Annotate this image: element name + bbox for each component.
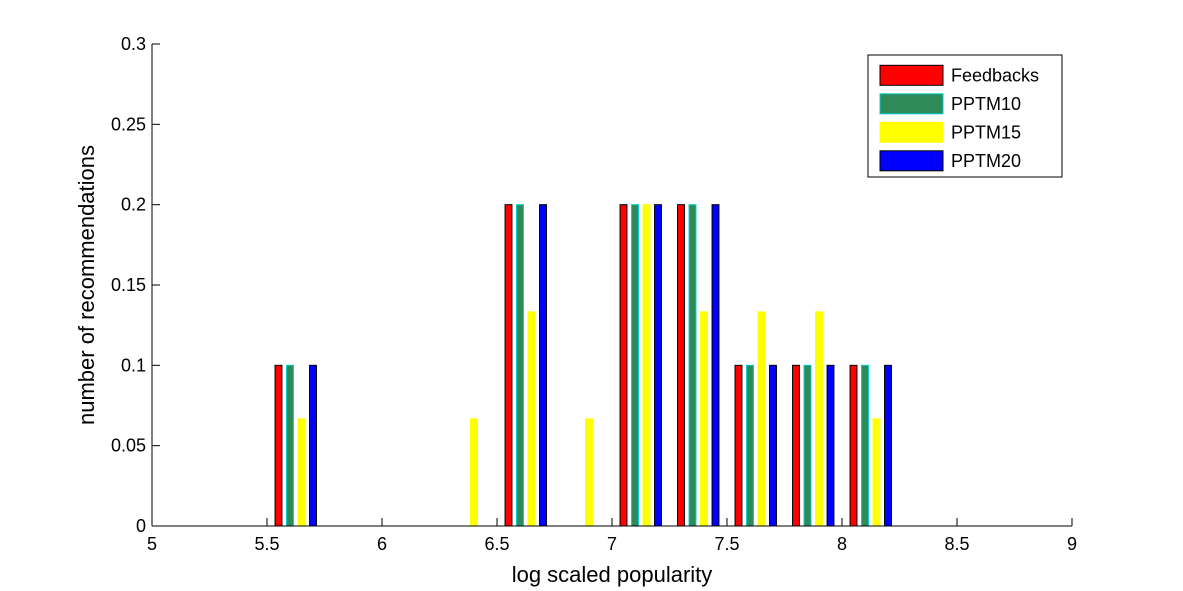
bar-pptm20-bin-9 xyxy=(711,204,720,527)
bar-pptm20-bin-11 xyxy=(826,364,835,527)
bar-pptm10-bin-2 xyxy=(286,364,294,527)
bar-pptm10-bin-12 xyxy=(861,364,869,527)
x-tick-label: 6.5 xyxy=(484,534,509,554)
bar-pptm10-bin-8 xyxy=(631,204,639,527)
bar-pptm10-bin-10 xyxy=(746,364,754,527)
bar-pptm15-bin-8 xyxy=(642,204,651,527)
bar-feedbacks-bin-10 xyxy=(734,364,743,527)
legend-label-pptm20: PPTM20 xyxy=(951,151,1021,171)
bar-pptm15-bin-10 xyxy=(757,311,766,527)
y-axis-label: number of recommendations xyxy=(74,145,99,425)
bar-feedbacks-bin-11 xyxy=(792,364,800,527)
y-tick-label: 0.15 xyxy=(111,275,146,295)
legend: Feedbacks PPTM10 PPTM15 PPTM20 xyxy=(867,54,1063,178)
y-tick-label: 0 xyxy=(136,516,146,536)
legend-label-feedbacks: Feedbacks xyxy=(951,65,1039,85)
legend-swatch-feedbacks xyxy=(879,64,944,86)
x-tick-label: 8 xyxy=(837,534,847,554)
bar-pptm20-bin-6 xyxy=(539,204,547,527)
bar-pptm10-bin-9 xyxy=(688,204,697,527)
bar-pptm15-bin-6 xyxy=(527,311,536,527)
x-axis-label: log scaled popularity xyxy=(512,562,713,587)
bar-pptm20-bin-8 xyxy=(654,204,662,527)
bar-pptm20-bin-12 xyxy=(884,364,892,527)
bar-pptm15-bin-11 xyxy=(815,311,823,527)
bar-pptm15-bin-5 xyxy=(470,418,478,527)
bar-pptm20-bin-2 xyxy=(309,364,317,527)
ticks-layer: 5 5.5 6 6.5 7 7.5 8 8.5 9 0 0.05 0.1 0.15 0.2 0.25 0.3 xyxy=(111,34,1077,554)
bars-layer xyxy=(274,204,892,527)
y-tick-label: 0.05 xyxy=(111,436,146,456)
y-tick-label: 0.1 xyxy=(121,355,146,375)
bar-feedbacks-bin-12 xyxy=(849,364,858,527)
y-tick-label: 0.25 xyxy=(111,114,146,134)
bar-feedbacks-bin-2 xyxy=(274,364,283,527)
bar-pptm10-bin-6 xyxy=(516,204,524,527)
bar-pptm15-bin-9 xyxy=(700,311,708,527)
bar-pptm20-bin-10 xyxy=(769,364,777,527)
x-tick-label: 8.5 xyxy=(944,534,969,554)
x-tick-label: 7.5 xyxy=(714,534,739,554)
bar-feedbacks-bin-8 xyxy=(619,204,628,527)
legend-swatch-pptm20 xyxy=(879,150,944,172)
legend-label-pptm15: PPTM15 xyxy=(951,122,1021,142)
bar-pptm15-bin-7 xyxy=(585,418,593,527)
bar-feedbacks-bin-9 xyxy=(677,204,685,527)
bar-pptm15-bin-12 xyxy=(872,418,881,527)
y-tick-label: 0.3 xyxy=(121,34,146,54)
legend-swatch-pptm15 xyxy=(879,121,944,143)
legend-swatch-pptm10 xyxy=(879,93,944,115)
bar-feedbacks-bin-6 xyxy=(504,204,513,527)
x-tick-label: 5 xyxy=(147,534,157,554)
bar-pptm15-bin-2 xyxy=(297,418,306,527)
x-tick-label: 6 xyxy=(377,534,387,554)
bar-pptm10-bin-11 xyxy=(803,364,812,527)
y-tick-label: 0.2 xyxy=(121,195,146,215)
x-tick-label: 5.5 xyxy=(254,534,279,554)
x-tick-label: 7 xyxy=(607,534,617,554)
legend-label-pptm10: PPTM10 xyxy=(951,94,1021,114)
x-tick-label: 9 xyxy=(1067,534,1077,554)
